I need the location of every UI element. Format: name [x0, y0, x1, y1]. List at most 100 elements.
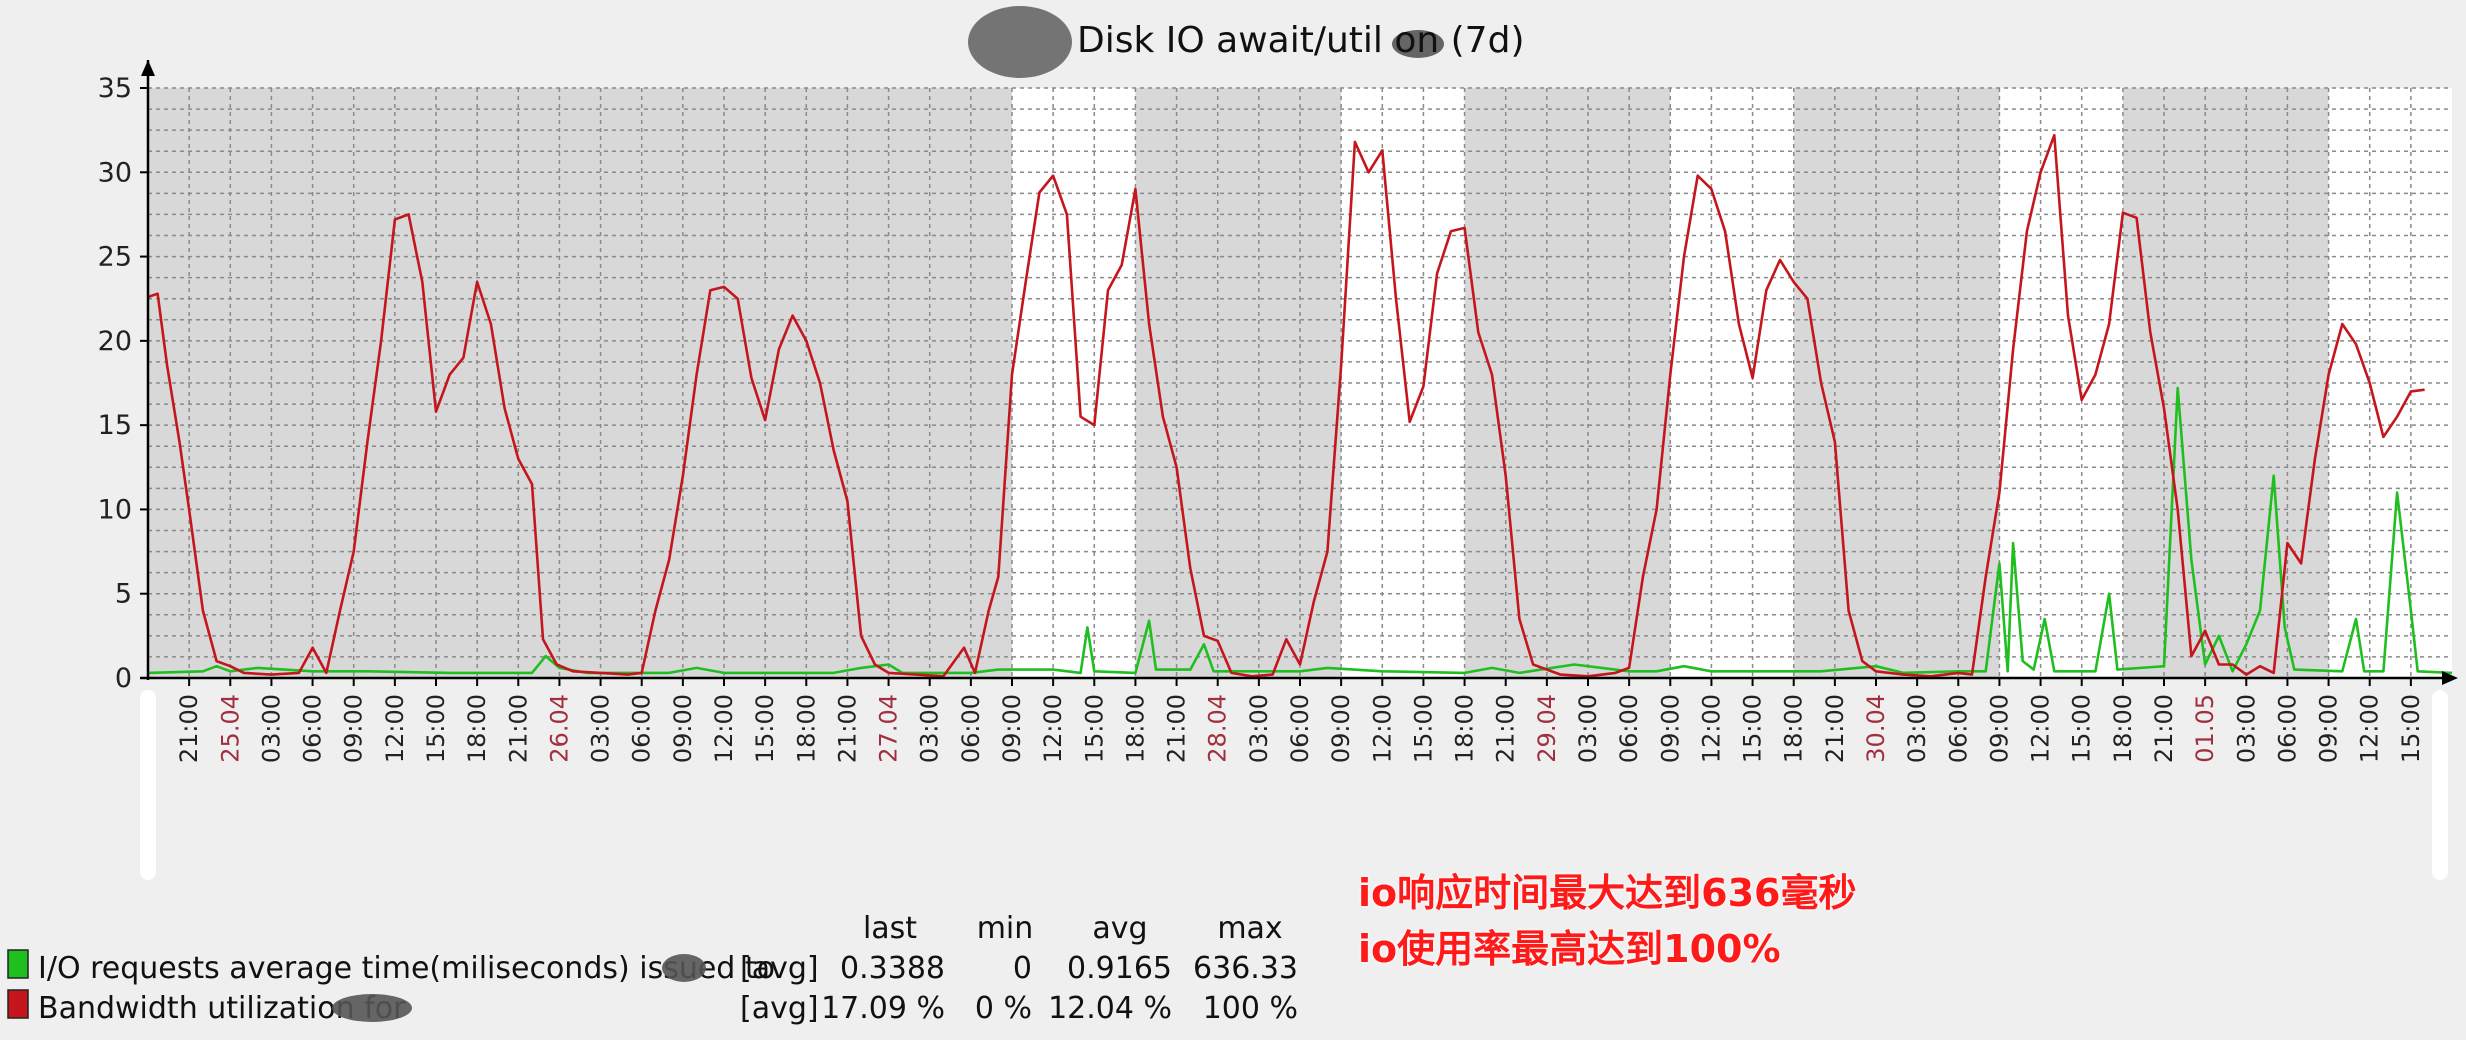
x-tick-label: 21:00: [833, 694, 861, 763]
series-line-io-await: [147, 386, 2453, 675]
legend-min-bandwidth: 0 %: [975, 991, 1032, 1026]
x-tick-label: 30.04: [1862, 694, 1890, 763]
x-tick-label: 25.04: [216, 694, 244, 763]
x-tick-label: 15:00: [751, 694, 779, 763]
x-tick-label: 03:00: [2232, 694, 2260, 763]
x-tick-label: 09:00: [1327, 694, 1355, 763]
x-tick-label: 26.04: [545, 694, 573, 763]
y-tick-label: 10: [98, 494, 132, 525]
x-tick-label: 15:00: [1739, 694, 1767, 763]
x-tick-label: 09:00: [2315, 694, 2343, 763]
x-axis-arrow: [2442, 671, 2458, 685]
y-tick-label: 20: [98, 326, 132, 357]
legend-last-io-time: 0.3388: [840, 951, 945, 986]
x-tick-label: 18:00: [463, 694, 491, 763]
y-tick-label: 5: [115, 579, 132, 610]
x-tick-label: 12:00: [2027, 694, 2055, 763]
legend-header-last: last: [863, 911, 917, 946]
annotation-latency: io响应时间最大达到636毫秒: [1358, 871, 1857, 915]
legend-swatch-red: [7, 989, 29, 1019]
x-tick-label: 06:00: [628, 694, 656, 763]
legend-label-io-time: I/O requests average time(miliseconds) i…: [38, 951, 775, 986]
x-tick-label: 29.04: [1533, 694, 1561, 763]
x-tick-label: 18:00: [1121, 694, 1149, 763]
x-tick-label: 21:00: [175, 694, 203, 763]
y-tick-label: 25: [98, 242, 132, 273]
legend-func-io-time: [avg]: [740, 951, 819, 986]
x-tick-label: 15:00: [1409, 694, 1437, 763]
x-tick-label: 12:00: [1039, 694, 1067, 763]
x-tick-label: 21:00: [1821, 694, 1849, 763]
x-tick-label: 15:00: [422, 694, 450, 763]
x-tick-label: 21:00: [1492, 694, 1520, 763]
x-tick-label: 03:00: [257, 694, 285, 763]
x-tick-label: 03:00: [1903, 694, 1931, 763]
x-tick-label: 09:00: [1656, 694, 1684, 763]
y-tick-label: 0: [115, 663, 132, 694]
legend: last min avg max I/O requests average ti…: [7, 911, 1298, 1026]
x-tick-label: 21:00: [2150, 694, 2178, 763]
redacted-strip-right: [2432, 690, 2448, 880]
x-tick-label: 06:00: [299, 694, 327, 763]
legend-header-min: min: [977, 911, 1034, 946]
annotation-utilization: io使用率最高达到100%: [1358, 927, 1781, 971]
x-tick-label: 09:00: [669, 694, 697, 763]
redacted-blob-legend-2: [332, 994, 412, 1022]
x-tick-label: 03:00: [587, 694, 615, 763]
redacted-blob-legend-1: [662, 954, 706, 982]
y-tick-label: 35: [98, 73, 132, 104]
x-tick-label: 01.05: [2191, 694, 2219, 763]
redacted-blob-title-right: [1392, 30, 1444, 58]
chart-title: Disk IO await/util on (7d): [1077, 20, 1525, 61]
x-tick-label: 21:00: [1163, 694, 1191, 763]
x-tick-label: 18:00: [1451, 694, 1479, 763]
x-tick-label: 15:00: [2068, 694, 2096, 763]
legend-avg-io-time: 0.9165: [1067, 951, 1172, 986]
x-tick-label: 09:00: [998, 694, 1026, 763]
x-tick-label: 18:00: [792, 694, 820, 763]
day-band-0: [1012, 88, 1136, 678]
series-line-bandwidth-util: [147, 133, 2425, 678]
legend-max-bandwidth: 100 %: [1203, 991, 1298, 1026]
x-tick-label: 06:00: [1615, 694, 1643, 763]
x-tick-label: 09:00: [1985, 694, 2013, 763]
redacted-strip-left: [140, 690, 156, 880]
x-tick-label: 06:00: [1286, 694, 1314, 763]
x-tick-label: 27.04: [875, 694, 903, 763]
x-tick-label: 09:00: [340, 694, 368, 763]
x-tick-label: 03:00: [1245, 694, 1273, 763]
legend-last-bandwidth: 17.09 %: [821, 991, 945, 1026]
legend-avg-bandwidth: 12.04 %: [1048, 991, 1172, 1026]
y-tick-label: 30: [98, 157, 132, 188]
x-tick-label: 06:00: [2273, 694, 2301, 763]
legend-min-io-time: 0: [1013, 951, 1032, 986]
x-tick-label: 18:00: [1780, 694, 1808, 763]
legend-swatch-green: [7, 949, 29, 979]
redacted-blob-title-left: [968, 6, 1072, 78]
x-tick-label: 12:00: [1697, 694, 1725, 763]
x-tick-label: 12:00: [1368, 694, 1396, 763]
y-axis-arrow: [141, 60, 155, 76]
x-tick-label: 12:00: [381, 694, 409, 763]
legend-header-avg: avg: [1092, 911, 1147, 946]
legend-header-max: max: [1217, 911, 1282, 946]
grid-lines: [148, 87, 2452, 679]
axes: [140, 60, 2458, 685]
x-tick-label: 12:00: [2356, 694, 2384, 763]
x-tick-label: 15:00: [1080, 694, 1108, 763]
x-tick-label: 03:00: [1574, 694, 1602, 763]
x-tick-label: 28.04: [1204, 694, 1232, 763]
x-tick-label: 18:00: [2109, 694, 2137, 763]
legend-max-io-time: 636.33: [1193, 951, 1298, 986]
x-tick-label: 15:00: [2397, 694, 2425, 763]
y-tick-label: 15: [98, 410, 132, 441]
x-tick-label: 06:00: [957, 694, 985, 763]
x-tick-label: 03:00: [916, 694, 944, 763]
x-tick-labels: 21:00 25.04 03:00 06:00 09:00 12:00 15:00 18:00…: [175, 678, 2425, 763]
x-tick-label: 21:00: [504, 694, 532, 763]
y-tick-labels: 0 5 10 15 20 25 30 35: [98, 73, 148, 694]
x-tick-label: 06:00: [1944, 694, 1972, 763]
x-tick-label: 12:00: [710, 694, 738, 763]
legend-func-bandwidth: [avg]: [740, 991, 819, 1026]
series-layer: [147, 133, 2453, 678]
